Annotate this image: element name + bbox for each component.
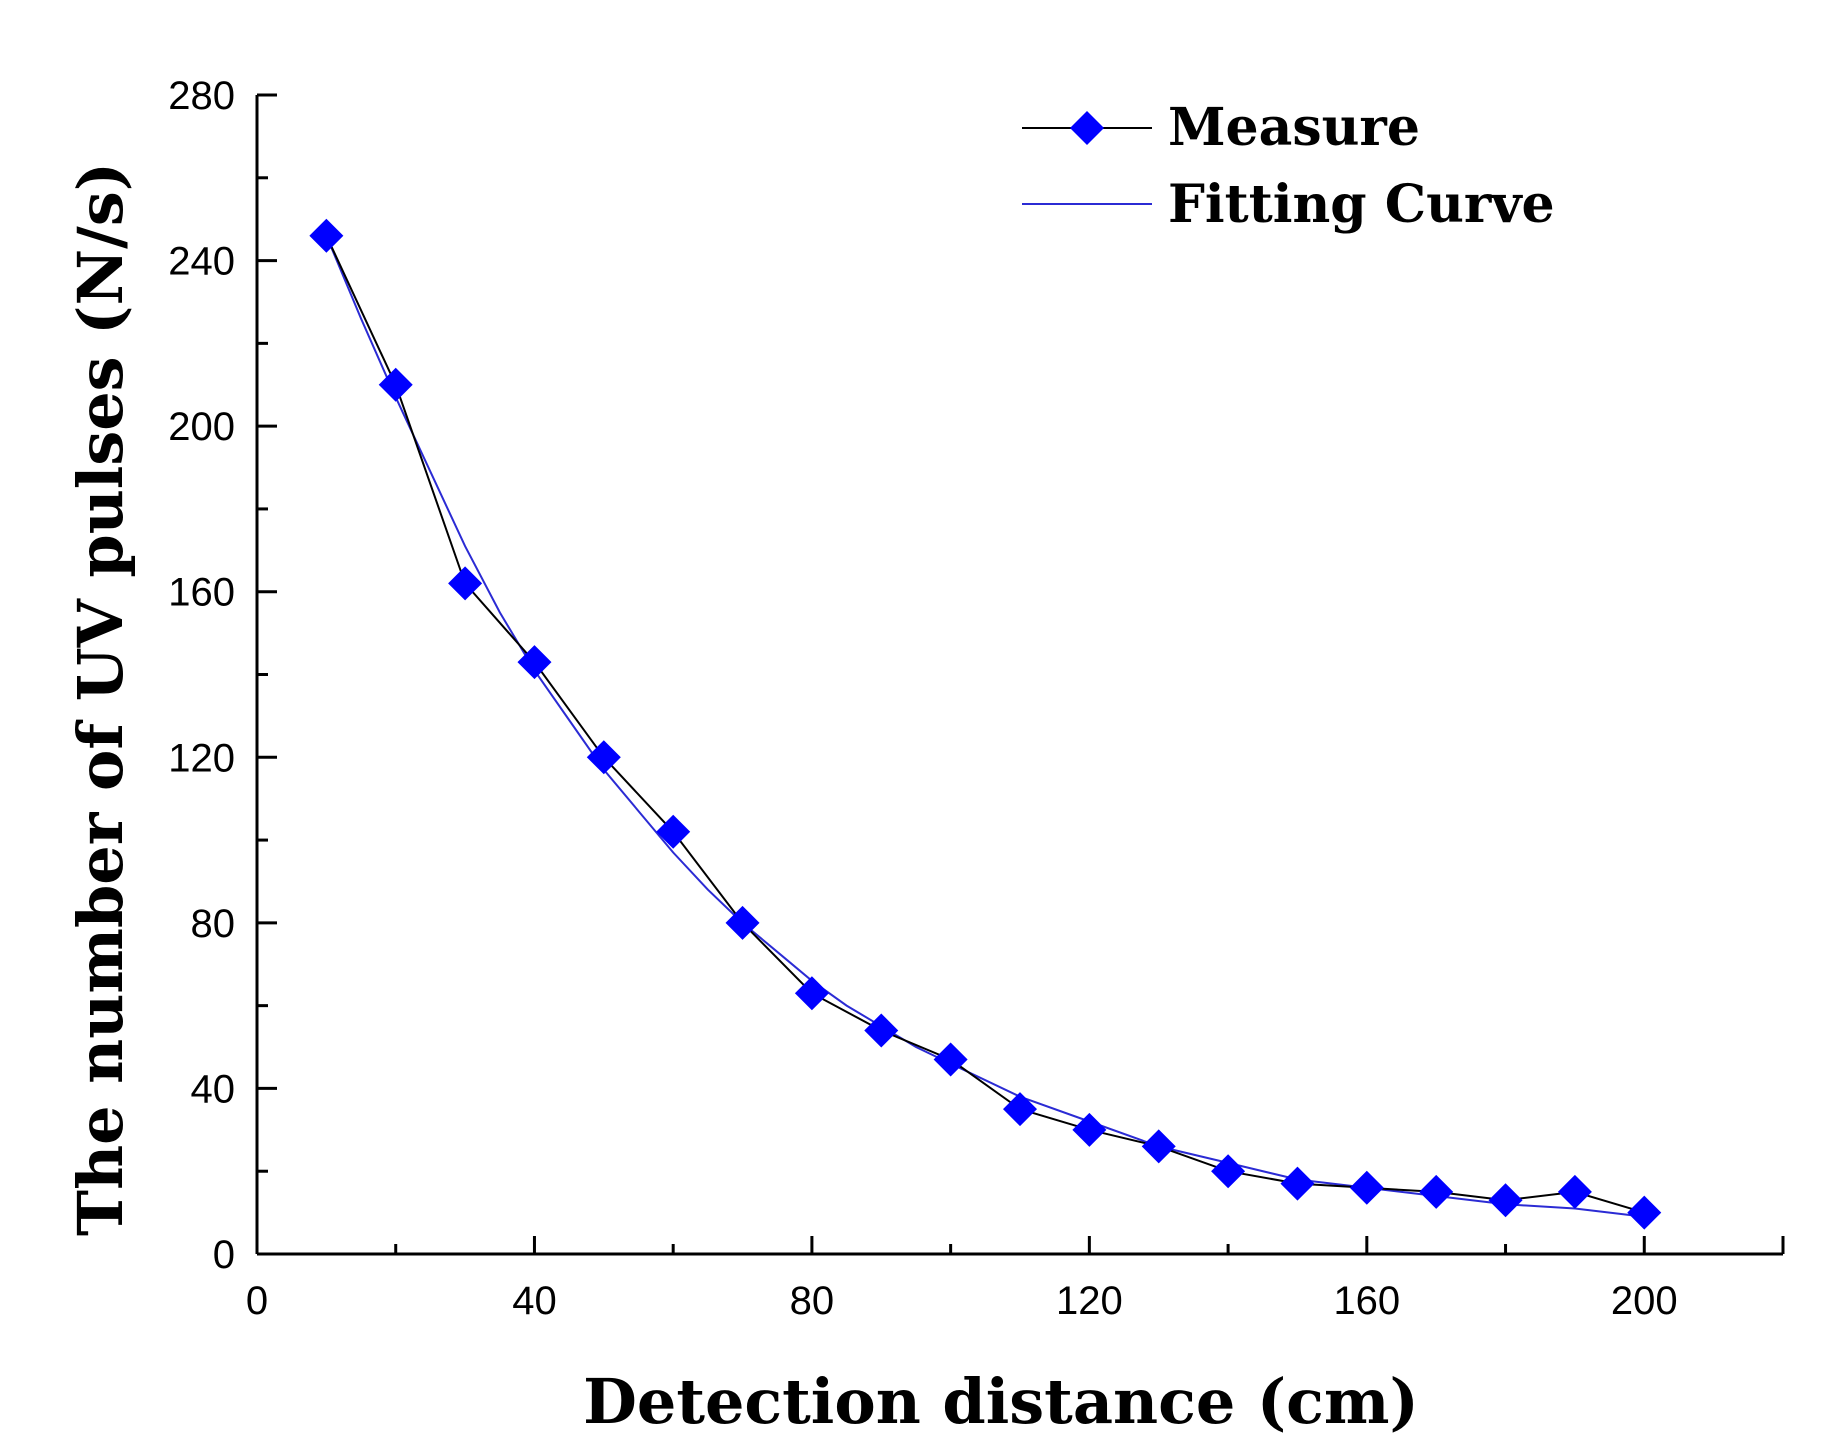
legend: Measure Fitting Curve (1022, 97, 1555, 235)
y-tick-label: 240 (168, 240, 235, 284)
x-tick-label: 80 (790, 1279, 835, 1323)
measure-point (1557, 1174, 1592, 1209)
legend-measure-label: Measure (1168, 97, 1420, 158)
y-axis-title: The number of UV pulses (N/s) (64, 162, 137, 1236)
measure-point (1141, 1129, 1176, 1164)
measure-point (1419, 1174, 1454, 1209)
measure-point (1280, 1166, 1315, 1201)
y-tick-label: 40 (191, 1067, 236, 1111)
measure-point (1003, 1092, 1037, 1127)
y-tick-label: 80 (191, 902, 236, 946)
measure-point (1627, 1195, 1662, 1230)
series-fitting-curve-line (325, 235, 1645, 1218)
measure-point (1488, 1183, 1523, 1218)
measure-point (725, 905, 760, 940)
x-tick-label: 40 (512, 1279, 557, 1323)
x-tick-label: 0 (246, 1279, 268, 1323)
y-tick-label: 280 (168, 74, 235, 118)
measure-point (1072, 1112, 1107, 1147)
legend-measure-diamond-icon (1070, 111, 1104, 145)
y-tick-label: 0 (213, 1233, 235, 1277)
measure-point (378, 367, 413, 402)
measure-point (1349, 1170, 1384, 1205)
measure-point (309, 218, 344, 253)
plot-series (309, 218, 1662, 1230)
measure-point (448, 566, 483, 601)
y-ticks: 0 40 80 120 160 200 240 280 (168, 74, 277, 1277)
legend-entry-measure: Measure (1022, 97, 1420, 158)
series-measure-line (325, 235, 1645, 1214)
x-tick-label: 160 (1333, 1279, 1400, 1323)
measure-point (517, 645, 552, 680)
y-tick-label: 200 (168, 405, 235, 449)
measure-point (1211, 1154, 1246, 1189)
x-ticks: 0 40 80 120 160 200 (246, 1236, 1785, 1323)
measure-point (656, 814, 691, 849)
measure-point (794, 976, 829, 1011)
x-axis-title: Detection distance (cm) (583, 1365, 1419, 1438)
x-tick-label: 200 (1611, 1279, 1678, 1323)
y-tick-label: 120 (168, 736, 235, 780)
measure-point (586, 740, 621, 775)
measure-point (864, 1013, 899, 1048)
measure-point (933, 1042, 968, 1077)
axes: 0 40 80 120 160 200 0 40 80 120 160 200 240 280 (168, 74, 1785, 1323)
x-tick-label: 120 (1056, 1279, 1123, 1323)
y-tick-label: 160 (168, 571, 235, 615)
legend-entry-fitting-curve: Fitting Curve (1022, 174, 1555, 235)
legend-fitting-curve-label: Fitting Curve (1168, 174, 1555, 235)
